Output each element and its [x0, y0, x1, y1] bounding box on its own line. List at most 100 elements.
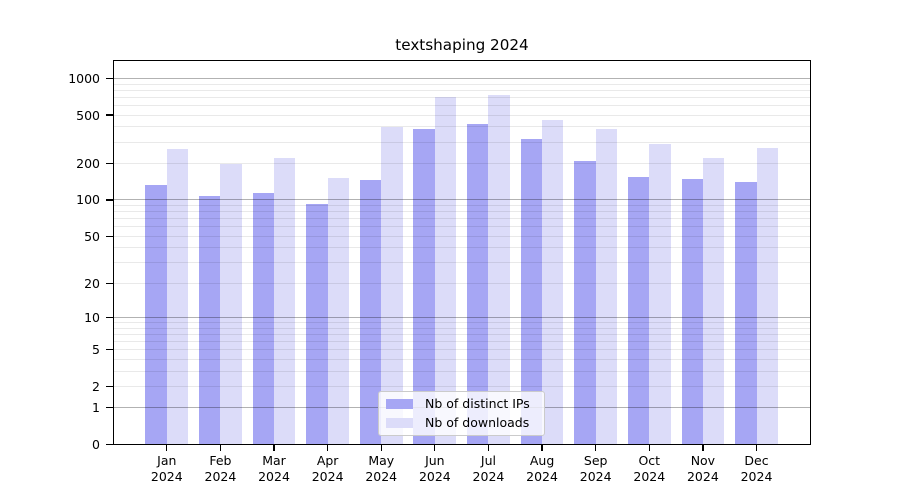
x-tick-year-text: 2024 — [365, 469, 398, 484]
y-tick-mark — [106, 407, 113, 409]
y-tick-label: 1000 — [68, 70, 100, 86]
gridline-minor — [114, 247, 810, 249]
gridline-major — [114, 199, 810, 201]
x-tick-mark — [755, 445, 758, 451]
x-tick-year-text: 2024 — [633, 469, 666, 484]
y-tick-label: 50 — [84, 228, 100, 244]
x-tick-year-text: 2024 — [150, 469, 183, 484]
bar-jun-ips — [413, 129, 435, 445]
bar-jul-ips — [467, 123, 489, 445]
gridline-major — [114, 77, 810, 79]
x-tick-mark — [273, 445, 275, 451]
bar-dec-ips — [735, 181, 757, 445]
bar-sep-ips — [574, 161, 596, 445]
gridline-minor — [114, 114, 810, 116]
gridline-minor — [114, 349, 810, 351]
bar-aug-ips — [520, 138, 543, 445]
y-tick-mark — [106, 199, 113, 201]
gridline-minor — [114, 96, 810, 98]
bar-may-downloads — [381, 126, 403, 445]
x-tick-label: Feb 2024 — [188, 453, 252, 486]
y-tick-mark — [106, 235, 113, 237]
bar-apr-downloads — [327, 178, 350, 445]
bar-apr-ips — [306, 203, 328, 445]
gridline-minor — [114, 126, 810, 128]
gridline-minor — [114, 340, 810, 342]
x-tick-label: Jun 2024 — [403, 453, 467, 486]
bar-jan-ips — [145, 184, 167, 445]
x-tick-mark — [702, 445, 704, 451]
x-tick-mark — [380, 445, 382, 451]
x-tick-month-text: Jan — [157, 452, 177, 468]
x-tick-year-text: 2024 — [204, 469, 237, 484]
y-tick-mark — [106, 114, 113, 116]
x-tick-year-text: 2024 — [311, 469, 344, 484]
bar-jan-downloads — [166, 149, 189, 445]
gridline-minor — [114, 282, 810, 284]
legend-entry-distinct-ips: Nb of distinct IPs — [386, 396, 537, 412]
y-tick-mark — [106, 282, 113, 284]
gridline-minor — [114, 262, 810, 264]
x-tick-label: Mar 2024 — [242, 453, 306, 486]
downloads-swatch-icon — [386, 417, 413, 429]
y-tick-mark — [106, 385, 113, 387]
gridline-minor — [114, 235, 810, 237]
y-tick-label: 0 — [92, 437, 100, 452]
x-tick-mark — [219, 445, 222, 451]
x-tick-label: Apr 2024 — [296, 453, 360, 486]
x-tick-label: Sep 2024 — [564, 453, 628, 486]
legend-entry-downloads: Nb of downloads — [386, 415, 537, 431]
x-tick-label: May 2024 — [349, 453, 413, 486]
x-tick-mark — [434, 445, 436, 451]
bar-mar-ips — [252, 193, 274, 445]
gridline-major — [114, 316, 810, 318]
gridline-minor — [114, 204, 810, 206]
y-tick-label: 100 — [76, 192, 100, 208]
bar-nov-ips — [681, 178, 703, 445]
x-tick-mark — [487, 445, 490, 451]
y-tick-mark — [106, 348, 113, 351]
bar-oct-downloads — [649, 144, 671, 445]
gridline-minor — [114, 226, 810, 228]
bar-aug-downloads — [542, 120, 564, 445]
x-tick-label: Aug 2024 — [510, 453, 574, 486]
y-tick-mark — [106, 162, 113, 165]
x-tick-year-text: 2024 — [686, 469, 719, 484]
x-tick-label: Jan 2024 — [135, 453, 199, 486]
gridline-minor — [114, 358, 810, 360]
y-tick-label: 5 — [92, 342, 100, 358]
x-tick-mark — [595, 445, 597, 451]
y-tick-mark — [106, 443, 113, 446]
gridline-minor — [114, 322, 810, 323]
gridline-minor — [114, 211, 810, 213]
y-tick-label: 2 — [92, 378, 100, 394]
gridline-minor — [114, 163, 810, 164]
y-tick-label: 200 — [76, 156, 100, 171]
gridline-minor — [114, 141, 810, 143]
y-tick-label: 10 — [84, 309, 100, 325]
x-tick-month-text: Sep — [583, 452, 608, 468]
x-tick-label: Dec 2024 — [725, 453, 789, 486]
legend-label-distinct-ips: Nb of distinct IPs — [425, 396, 530, 411]
distinct-ips-swatch-icon — [386, 398, 413, 410]
legend-label-downloads: Nb of downloads — [425, 415, 530, 430]
gridline-minor — [114, 83, 810, 85]
x-tick-year-text: 2024 — [258, 469, 290, 484]
y-tick-label: 20 — [84, 275, 100, 291]
x-tick-month-text: Feb — [209, 452, 232, 468]
x-tick-label: Jul 2024 — [456, 453, 520, 486]
gridline-minor — [114, 327, 810, 329]
x-tick-mark — [326, 445, 329, 451]
x-tick-month-text: Nov — [690, 452, 716, 468]
x-tick-year-text: 2024 — [740, 469, 773, 484]
x-tick-month-text: Dec — [744, 452, 769, 468]
chart-title: textshaping 2024 — [395, 36, 529, 54]
bar-jul-downloads — [488, 95, 510, 445]
x-tick-year-text: 2024 — [579, 469, 612, 484]
y-tick-label: 500 — [76, 107, 100, 123]
x-tick-mark — [648, 445, 650, 451]
x-tick-year-text: 2024 — [418, 469, 451, 484]
x-tick-mark — [541, 445, 543, 451]
x-tick-label: Oct 2024 — [617, 453, 681, 486]
